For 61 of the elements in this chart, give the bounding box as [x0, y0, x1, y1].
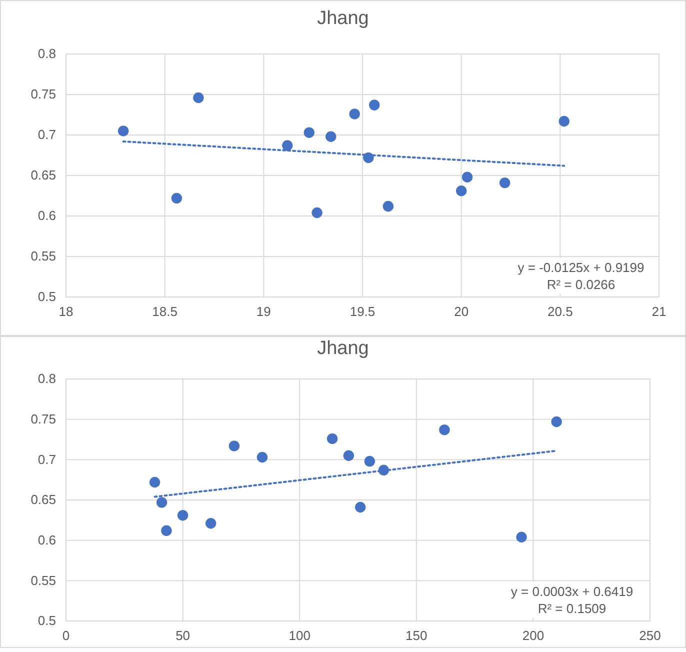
x-tick-label: 20.5	[548, 304, 573, 320]
y-tick-label: 0.65	[30, 492, 56, 508]
point	[304, 127, 314, 138]
y-tick-label: 0.7	[38, 127, 56, 142]
point	[205, 518, 216, 529]
point	[551, 416, 562, 428]
point	[349, 108, 360, 120]
x-tick-label: 19	[256, 304, 271, 320]
point	[326, 433, 338, 444]
x-tick-label: 19.5	[350, 304, 376, 320]
y-tick-label: 0.8	[38, 46, 56, 62]
point	[558, 116, 570, 127]
point	[326, 131, 336, 142]
point	[369, 100, 380, 110]
y-tick-label: 0.5	[38, 613, 56, 628]
x-tick-label: 0	[62, 628, 70, 644]
chart-title: Jhang	[317, 338, 369, 359]
x-tick-label: 21	[652, 304, 666, 320]
point	[516, 532, 527, 542]
point	[118, 126, 129, 136]
point	[312, 207, 322, 218]
point	[228, 440, 240, 452]
point	[156, 497, 168, 508]
annotation: R² = 0.1509	[538, 601, 606, 616]
point	[193, 92, 204, 104]
point	[354, 502, 366, 513]
point	[456, 186, 467, 196]
y-tick-label: 0.55	[30, 572, 56, 588]
annotation: y = 0.0003x + 0.6419	[510, 584, 634, 599]
point	[149, 476, 160, 488]
y-tick-label: 0.6	[38, 208, 56, 224]
y-tick-label: 0.5	[38, 289, 56, 304]
x-tick-label: 200	[522, 628, 544, 644]
y-tick-label: 0.75	[30, 86, 56, 102]
point	[177, 510, 188, 521]
point	[343, 450, 354, 461]
x-tick-label: 150	[406, 628, 428, 644]
point	[364, 456, 376, 467]
y-tick-label: 0.8	[38, 371, 56, 386]
x-tick-label: 20	[454, 304, 469, 320]
point	[256, 452, 268, 463]
annotation: y = -0.0125x + 0.9199	[518, 260, 644, 275]
y-tick-label: 0.75	[30, 411, 56, 426]
x-tick-label: 50	[176, 628, 190, 644]
point	[282, 140, 293, 151]
y-tick-label: 0.7	[38, 452, 56, 467]
y-tick-label: 0.55	[30, 248, 56, 264]
point	[499, 177, 510, 188]
x-tick-label: 18	[58, 304, 74, 320]
annotation: R² = 0.0266	[546, 277, 616, 292]
point	[382, 200, 394, 212]
x-tick-label: 18.5	[152, 304, 178, 320]
x-tick-label: 250	[639, 628, 661, 644]
point	[161, 525, 172, 536]
point	[171, 192, 182, 204]
y-tick-label: 0.6	[38, 532, 56, 548]
chart-title: Jhang	[317, 8, 369, 29]
y-tick-label: 0.65	[30, 168, 56, 183]
point	[439, 424, 450, 436]
point	[462, 172, 473, 182]
x-tick-label: 100	[288, 628, 310, 644]
